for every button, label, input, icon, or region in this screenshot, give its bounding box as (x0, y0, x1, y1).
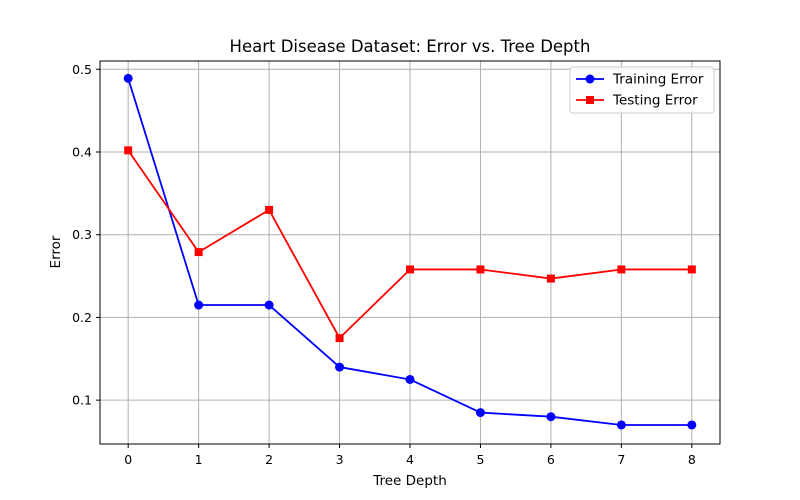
training-error-point (687, 420, 697, 430)
legend-label: Testing Error (612, 93, 698, 109)
training-error-point (616, 420, 626, 430)
testing-error-series (124, 146, 696, 343)
testing-error-point (546, 274, 555, 283)
legend-item-testing-error: Testing Error (576, 93, 698, 109)
training-error-point (123, 73, 133, 83)
x-tick-label: 0 (124, 452, 132, 467)
testing-error-point (617, 265, 626, 274)
legend: Training Error Testing Error (569, 66, 715, 114)
x-tick-label: 5 (476, 452, 484, 467)
grid (100, 61, 720, 444)
training-error-point (405, 374, 415, 384)
testing-error-point (687, 265, 696, 274)
legend-label: Training Error (612, 72, 704, 88)
testing-error-point (124, 146, 133, 155)
y-tick-label: 0.5 (72, 62, 92, 77)
testing-error-point (406, 265, 414, 274)
chart-title: Heart Disease Dataset: Error vs. Tree De… (230, 37, 591, 56)
y-tick-label: 0.1 (72, 393, 92, 408)
training-error-point (264, 300, 274, 310)
testing-error-point (335, 334, 344, 343)
x-tick-label: 8 (688, 452, 696, 467)
x-axis-label: Tree Depth (372, 473, 447, 489)
y-tick-label: 0.3 (72, 227, 92, 242)
x-tick-label: 7 (617, 452, 625, 467)
testing-error-point (476, 265, 485, 274)
training-error-point (475, 408, 485, 418)
y-tick-label: 0.4 (72, 144, 92, 159)
testing-error-point (194, 248, 203, 257)
x-tick-label: 2 (265, 452, 273, 467)
axis-ticks: 0 1 2 3 4 5 6 7 8 0.1 0.2 0.3 0.4 0.5 (72, 62, 696, 467)
training-error-point (335, 362, 345, 372)
y-axis-label: Error (48, 235, 64, 268)
x-tick-label: 6 (547, 452, 555, 467)
legend-item-training-error: Training Error (576, 72, 704, 88)
y-tick-label: 0.2 (72, 310, 92, 325)
testing-error-point (265, 205, 274, 214)
training-error-point (546, 412, 556, 422)
x-tick-label: 1 (195, 452, 203, 467)
x-tick-label: 3 (336, 452, 344, 467)
legend-box (569, 66, 715, 114)
training-error-series (123, 73, 697, 430)
x-tick-label: 4 (406, 452, 414, 467)
legend-swatch-marker (586, 96, 594, 104)
training-error-point (194, 300, 204, 310)
plot-series (123, 73, 697, 430)
legend-swatch-marker (585, 74, 595, 84)
